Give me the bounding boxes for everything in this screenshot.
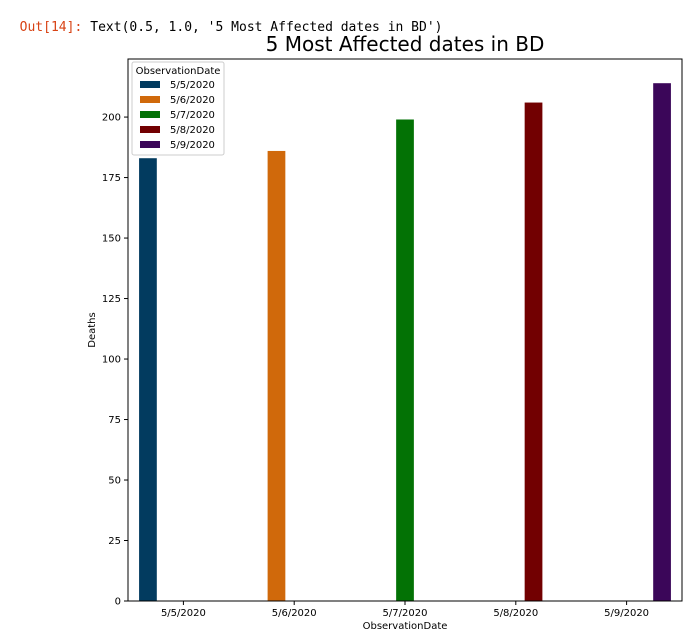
bar-5/7/2020	[396, 119, 414, 602]
y-tick-label: 175	[102, 173, 121, 184]
y-tick-label: 125	[102, 294, 121, 305]
legend-label: 5/7/2020	[170, 110, 215, 121]
y-axis-label: Deaths	[87, 312, 98, 347]
legend-swatch	[140, 141, 160, 148]
x-axis-label: ObservationDate	[363, 621, 448, 632]
y-tick-label: 150	[102, 234, 121, 245]
y-axis: 0 25 50 75 100 125 150 175 200	[102, 113, 128, 608]
plot-frame	[127, 58, 683, 602]
legend-title: ObservationDate	[136, 66, 221, 77]
y-tick-label: 100	[102, 355, 121, 366]
bars-group	[139, 83, 671, 602]
legend-label: 5/9/2020	[170, 140, 215, 151]
y-tick-label: 0	[115, 597, 121, 608]
bar-5/9/2020	[653, 83, 671, 601]
legend-swatch	[140, 81, 160, 88]
legend-label: 5/6/2020	[170, 95, 215, 106]
bar-5/5/2020	[139, 158, 157, 601]
y-tick-label: 200	[102, 113, 121, 124]
y-tick-label: 75	[108, 415, 121, 426]
y-tick-label: 50	[108, 476, 121, 487]
x-tick-label: 5/8/2020	[493, 608, 538, 619]
legend-label: 5/8/2020	[170, 125, 215, 136]
output-prompt: Out[14]:	[19, 20, 83, 35]
legend-label: 5/5/2020	[170, 80, 215, 91]
legend-items: 5/5/2020 5/6/2020 5/7/2020 5/8/2020 5/9/2020	[140, 80, 215, 151]
output-text: Text(0.5, 1.0, '5 Most Affected dates in…	[90, 20, 443, 35]
legend-swatch	[140, 126, 160, 133]
legend: ObservationDate 5/5/2020 5/6/2020 5/7/2020…	[131, 61, 225, 156]
x-tick-label: 5/6/2020	[272, 608, 317, 619]
bar-5/8/2020	[524, 102, 543, 602]
x-axis: 5/5/2020 5/6/2020 5/7/2020 5/8/2020 5/9/2020	[161, 601, 649, 619]
bar-5/6/2020	[267, 150, 286, 601]
cell-output-line: Out[14]: Text(0.5, 1.0, '5 Most Affected …	[4, 1, 443, 35]
y-tick-label: 25	[108, 536, 121, 547]
x-tick-label: 5/5/2020	[161, 608, 206, 619]
x-tick-label: 5/7/2020	[383, 608, 428, 619]
chart-title: 5 Most Affected dates in BD	[266, 32, 545, 56]
legend-swatch	[140, 96, 160, 103]
legend-swatch	[140, 111, 160, 118]
x-tick-label: 5/9/2020	[604, 608, 649, 619]
